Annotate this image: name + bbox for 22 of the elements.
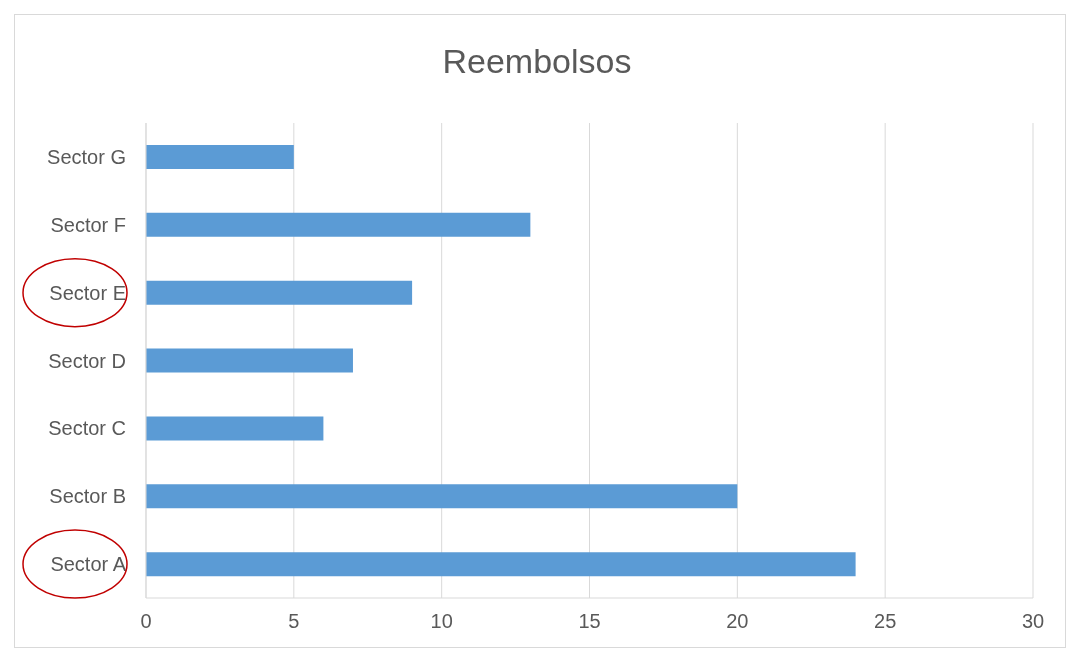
bar (146, 348, 353, 373)
x-tick-label: 0 (140, 610, 152, 633)
x-tick-label: 25 (874, 610, 897, 633)
y-tick-label: Sector A (50, 553, 127, 576)
x-tick-label: 10 (430, 610, 453, 633)
y-tick-label: Sector D (48, 349, 126, 372)
x-tick-label: 15 (578, 610, 601, 633)
y-tick-label: Sector G (47, 146, 126, 169)
bar (146, 145, 294, 169)
x-tick-label: 20 (726, 610, 749, 633)
bar (146, 212, 531, 237)
bar (146, 552, 856, 577)
bar (146, 416, 324, 441)
x-tick-label: 30 (1021, 610, 1045, 633)
bar (146, 280, 413, 305)
x-tick-label: 5 (288, 610, 300, 633)
y-tick-label: Sector C (48, 417, 126, 440)
bar (146, 484, 738, 509)
y-tick-label: Sector B (49, 485, 126, 508)
y-tick-label: Sector E (49, 281, 126, 304)
chart-title: Reembolsos (441, 42, 633, 81)
y-tick-label: Sector F (50, 213, 126, 236)
